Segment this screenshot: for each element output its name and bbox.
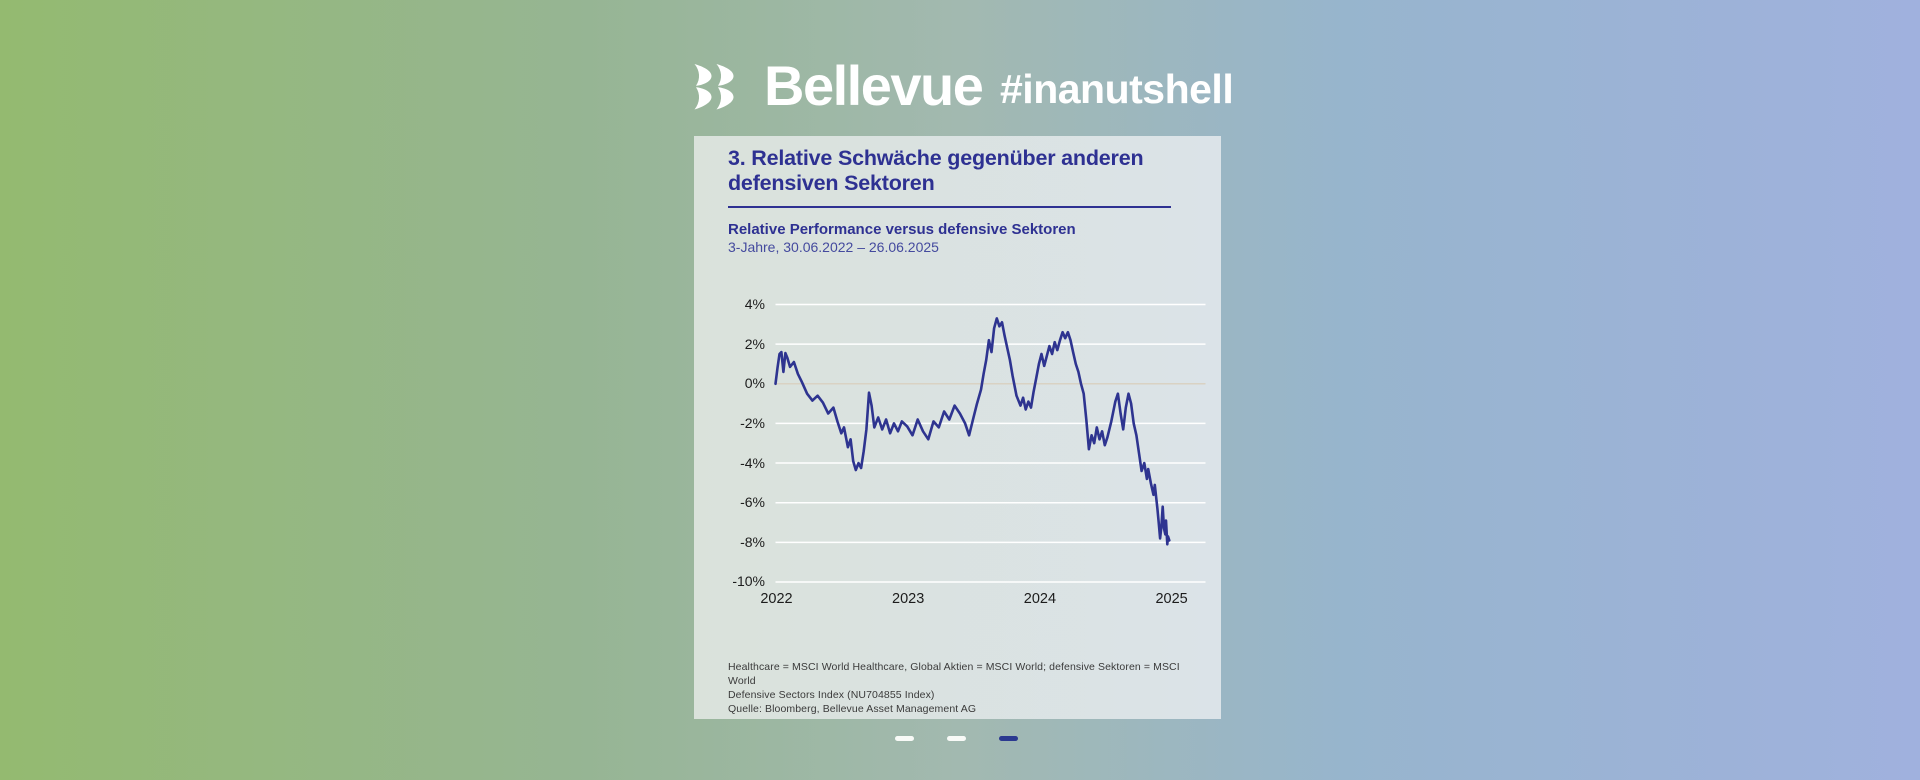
carousel-indicators bbox=[895, 736, 1018, 741]
x-axis-label: 2025 bbox=[1155, 591, 1188, 607]
y-axis-label: -10% bbox=[732, 573, 765, 590]
carousel-dash-3-active[interactable] bbox=[999, 736, 1018, 741]
y-axis-label: -6% bbox=[740, 494, 765, 511]
x-axis-label: 2022 bbox=[760, 591, 793, 607]
y-axis-label: -8% bbox=[740, 533, 765, 550]
footnote-line3: Quelle: Bloomberg, Bellevue Asset Manage… bbox=[728, 703, 977, 715]
chart-plot-area bbox=[773, 303, 1205, 583]
y-axis-label: 0% bbox=[744, 375, 765, 392]
y-axis: 4% 2% 0% -2% -4% -6% -8% -10% bbox=[710, 296, 765, 589]
x-axis-label: 2024 bbox=[1023, 591, 1057, 607]
carousel-dash-1[interactable] bbox=[895, 736, 914, 741]
y-axis-label: -2% bbox=[740, 414, 765, 431]
relative-performance-line bbox=[773, 317, 1171, 546]
x-axis-label: 2023 bbox=[892, 591, 925, 607]
card-title-line2: defensiven Sektoren bbox=[728, 171, 935, 195]
chart-gridlines bbox=[775, 303, 1205, 583]
y-axis-label: 2% bbox=[744, 335, 765, 352]
chart-line bbox=[773, 317, 1171, 546]
card-title: 3. Relative Schwäche gegenüber anderen d… bbox=[728, 146, 1198, 196]
chart-heading: Relative Performance versus defensive Se… bbox=[728, 221, 1076, 238]
hashtag-inanutshell: #inanutshell bbox=[1000, 66, 1234, 112]
footnote-line2: Defensive Sectors Index (NU704855 Index) bbox=[728, 689, 935, 701]
bellevue-logo-icon bbox=[694, 64, 734, 110]
card-title-line1: 3. Relative Schwäche gegenüber anderen bbox=[728, 146, 1144, 170]
y-axis-label: -4% bbox=[740, 454, 765, 471]
footnote-line1: Healthcare = MSCI World Healthcare, Glob… bbox=[728, 661, 1180, 687]
slide-card: 3. Relative Schwäche gegenüber anderen d… bbox=[694, 136, 1221, 719]
bellevue-wordmark: Bellevue bbox=[764, 54, 984, 117]
y-axis-label: 4% bbox=[744, 296, 765, 312]
footnote: Healthcare = MSCI World Healthcare, Glob… bbox=[728, 660, 1188, 716]
x-axis: 2022 2023 2024 2025 bbox=[760, 591, 1207, 611]
title-divider bbox=[728, 206, 1171, 208]
chart-period: 3-Jahre, 30.06.2022 – 26.06.2025 bbox=[728, 239, 939, 255]
carousel-dash-2[interactable] bbox=[947, 736, 966, 741]
